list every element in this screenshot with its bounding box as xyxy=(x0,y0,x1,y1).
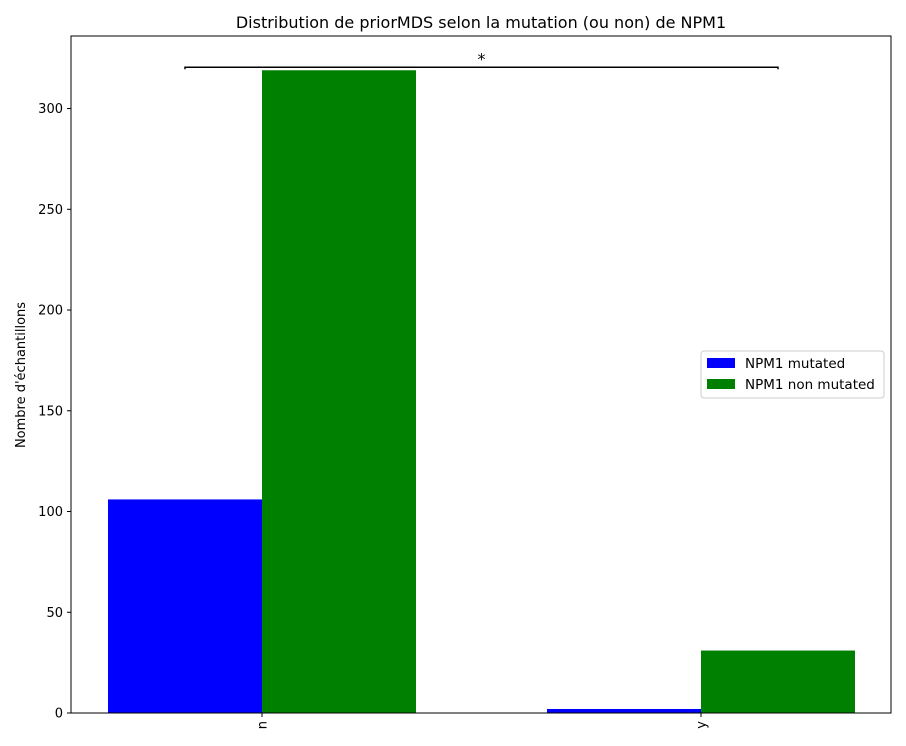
y-tick-label: 0 xyxy=(55,707,63,722)
legend-swatch xyxy=(707,358,735,368)
plot-frame xyxy=(70,35,892,714)
x-tick-label-n: n xyxy=(256,721,271,729)
significance-annotation: * xyxy=(184,49,779,70)
bar-non-mutated-n xyxy=(262,70,416,713)
bars-group xyxy=(108,70,855,713)
legend-label: NPM1 mutated xyxy=(745,356,845,372)
legend-swatch xyxy=(707,379,735,389)
legend: NPM1 mutated NPM1 non mutated xyxy=(700,350,885,399)
y-axis-ticks: 0 50 100 150 200 250 300 xyxy=(38,102,71,722)
y-tick-label: 100 xyxy=(38,505,63,520)
y-axis-label: Nombre d'échantillons xyxy=(14,302,29,448)
legend-box xyxy=(700,350,885,399)
legend-label: NPM1 non mutated xyxy=(745,377,875,393)
y-tick-label: 300 xyxy=(38,102,63,117)
x-tick-label-y: y xyxy=(695,721,710,729)
chart-title: Distribution de priorMDS selon la mutati… xyxy=(236,13,726,32)
bar-mutated-y xyxy=(547,708,701,713)
y-tick-label: 250 xyxy=(38,203,63,218)
bar-mutated-n xyxy=(108,499,262,713)
significance-star: * xyxy=(478,49,486,68)
y-tick-label: 150 xyxy=(38,404,63,419)
y-tick-label: 50 xyxy=(46,606,63,621)
bar-non-mutated-y xyxy=(701,650,855,713)
significance-bracket xyxy=(184,66,779,70)
y-tick-label: 200 xyxy=(38,304,63,319)
